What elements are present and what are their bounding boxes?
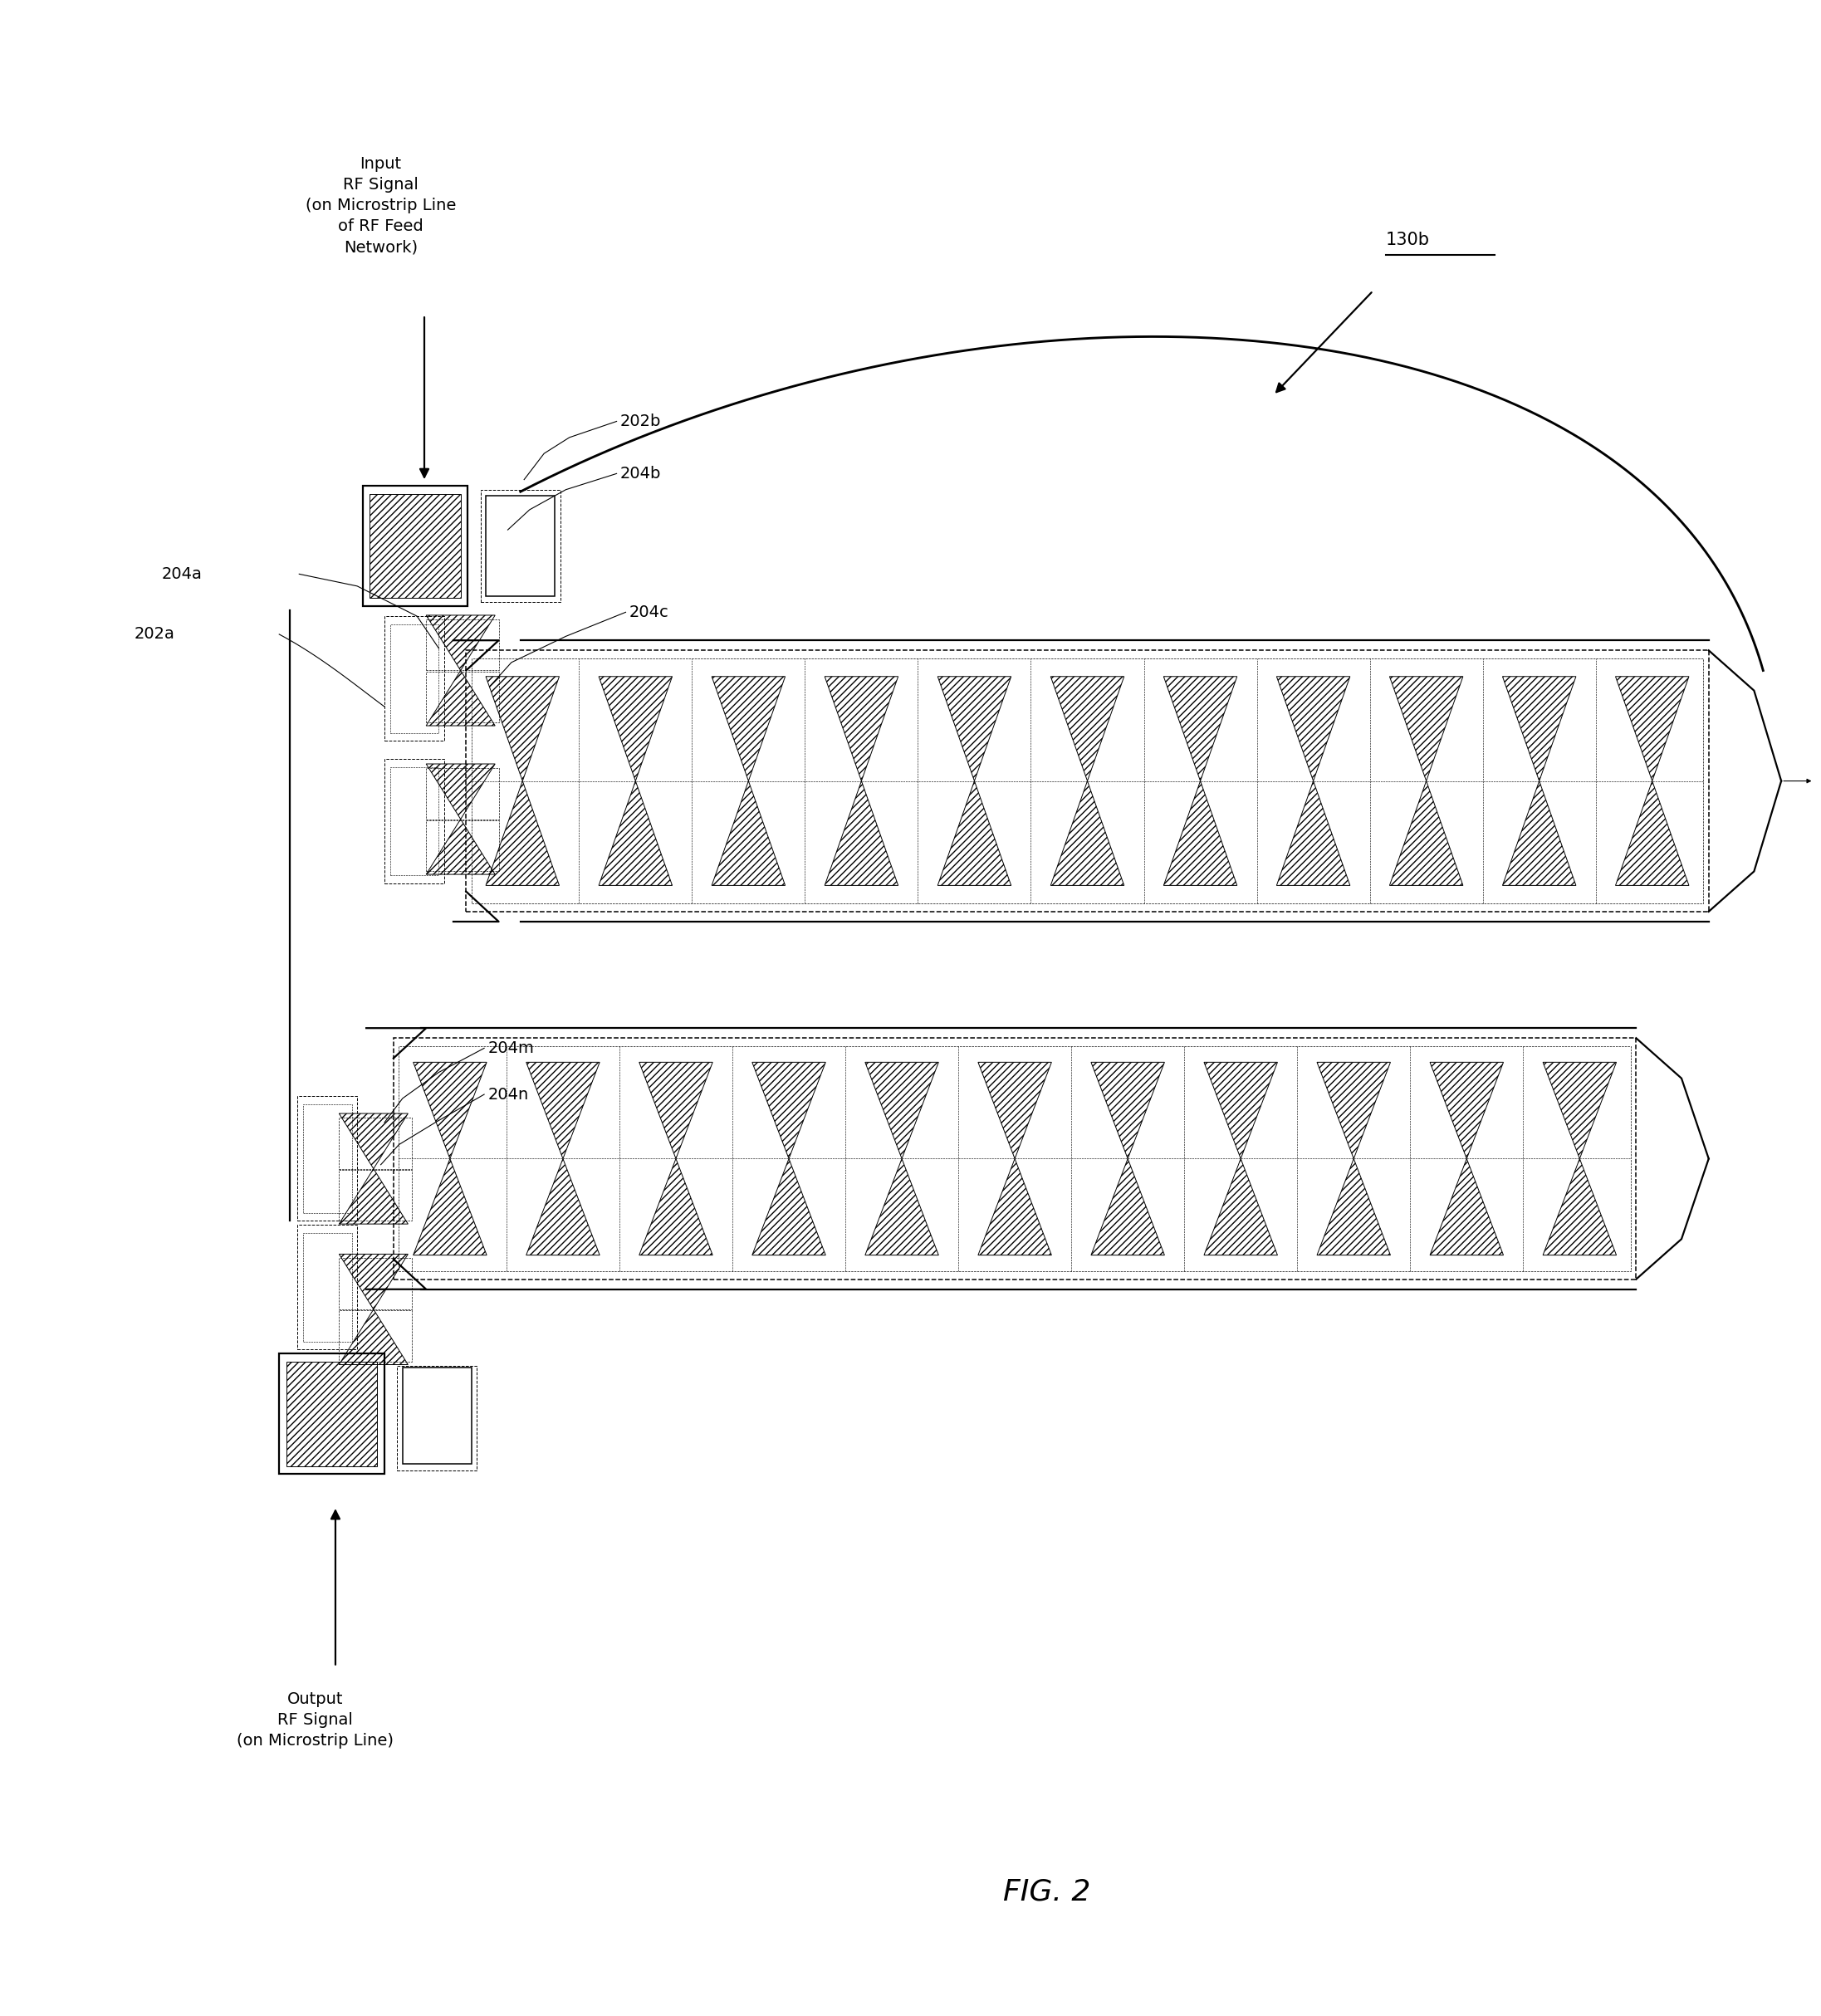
Bar — [297, 1226, 357, 1349]
Bar — [384, 617, 444, 740]
Bar — [370, 494, 461, 599]
Bar — [481, 490, 561, 603]
Bar — [393, 1038, 1635, 1280]
Bar — [397, 1365, 477, 1470]
Bar — [472, 659, 1703, 903]
Bar — [339, 1258, 412, 1308]
Text: 202a: 202a — [135, 627, 175, 643]
Bar — [399, 1046, 1630, 1272]
Bar — [302, 1234, 351, 1341]
Text: FIG. 2: FIG. 2 — [1003, 1877, 1091, 1905]
Text: Output
RF Signal
(on Microstrip Line): Output RF Signal (on Microstrip Line) — [237, 1691, 393, 1748]
Bar — [384, 758, 444, 883]
Bar — [339, 1117, 412, 1169]
Bar — [390, 625, 439, 732]
Bar — [339, 1169, 412, 1222]
Text: Input
RF Signal
(on Microstrip Line
of RF Feed
Network): Input RF Signal (on Microstrip Line of R… — [306, 155, 455, 254]
Text: 204c: 204c — [630, 605, 668, 621]
Text: 204m: 204m — [488, 1040, 534, 1056]
Bar — [402, 1367, 472, 1464]
Bar — [279, 1353, 384, 1474]
Bar — [426, 671, 499, 722]
Text: 204b: 204b — [621, 466, 661, 482]
Bar — [466, 651, 1708, 911]
Bar — [286, 1361, 377, 1466]
Bar — [339, 1310, 412, 1361]
Bar — [486, 496, 555, 597]
Bar — [426, 821, 499, 871]
Text: 204n: 204n — [488, 1087, 528, 1103]
Bar — [390, 766, 439, 875]
Bar — [426, 619, 499, 671]
Text: 204a: 204a — [162, 566, 202, 583]
Bar — [426, 768, 499, 818]
Bar — [362, 486, 468, 607]
Text: 202b: 202b — [621, 413, 661, 429]
Text: 130b: 130b — [1386, 232, 1429, 248]
Bar — [302, 1105, 351, 1214]
Bar — [297, 1097, 357, 1222]
